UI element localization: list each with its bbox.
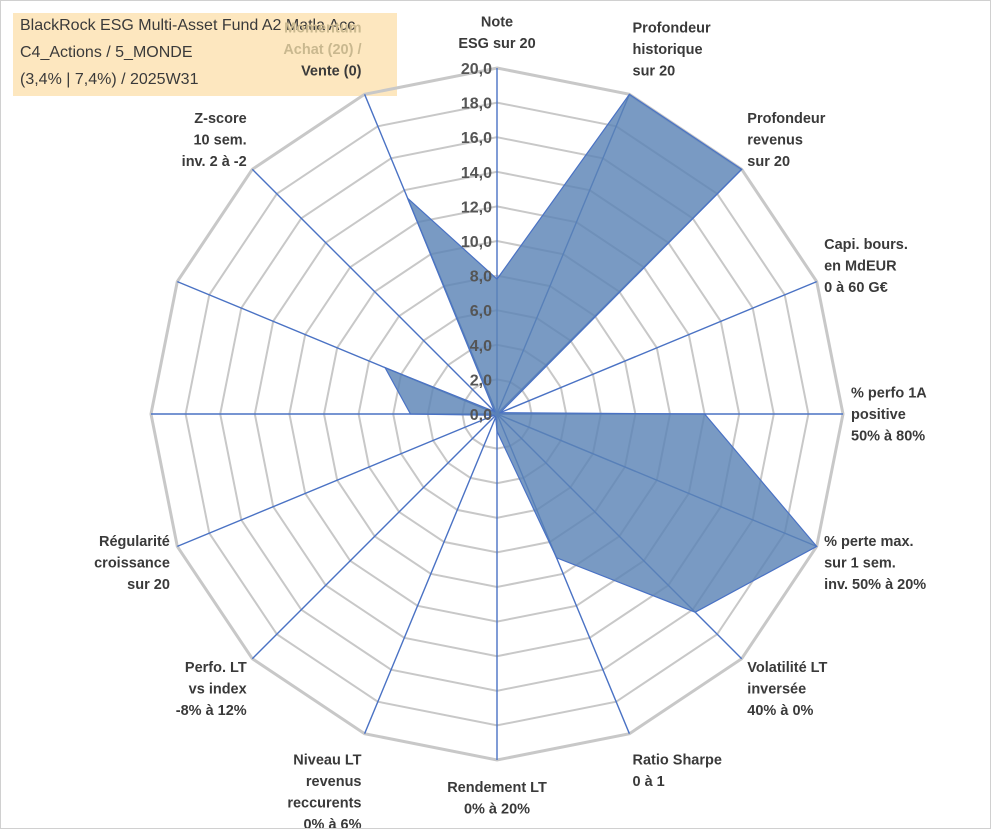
axis-label-line: Note: [481, 15, 513, 31]
tick-label: 14,0: [461, 165, 492, 182]
axis-label: Capi. bours. en MdEUR 0 à 60 G€: [824, 237, 908, 296]
spoke-line: [177, 413, 498, 548]
axis-label-line: croissance: [94, 556, 170, 572]
axis-label: Perfo. LT vs index -8% à 12%: [176, 660, 247, 719]
axis-label: Z-score 10 sem. inv. 2 à -2: [182, 111, 247, 170]
title-line-category: C4_Actions / 5_MONDE: [20, 44, 193, 61]
tick-label: 20,0: [461, 61, 492, 78]
axis-label-line: Profondeur: [747, 111, 825, 127]
title-line-fund: BlackRock ESG Multi-Asset Fund A2 Matla …: [20, 17, 356, 34]
axis-label-line: Ratio Sharpe: [633, 753, 722, 769]
axis-label: Ratio Sharpe 0 à 1: [633, 753, 722, 791]
axis-label-line: reccurents: [287, 796, 361, 812]
axis-label-line: sur 20: [747, 154, 790, 170]
axis-label-line: Rendement LT: [447, 780, 547, 796]
axis-label: % perfo 1A positive 50% à 80%: [851, 386, 927, 445]
axis-label: Rendement LT 0% à 20%: [447, 780, 547, 818]
tick-label: 16,0: [461, 130, 492, 147]
axis-label-line: inv. 2 à -2: [182, 154, 247, 170]
axis-label: Note ESG sur 20: [458, 15, 535, 53]
axis-label-line: positive: [851, 407, 906, 423]
axis-label-line: 10 sem.: [193, 133, 246, 149]
tick-label: 12,0: [461, 199, 492, 216]
axis-label-line: 0 à 60 G€: [824, 280, 888, 296]
axis-label: Profondeur historique sur 20: [633, 20, 711, 79]
tick-label: 10,0: [461, 234, 492, 251]
axis-label-line: inv. 50% à 20%: [824, 577, 926, 593]
tick-label: 4,0: [470, 338, 492, 355]
axis-label-line: Profondeur: [633, 20, 711, 36]
title-line-period: (3,4% | 7,4%) / 2025W31: [20, 71, 199, 88]
axis-label-line: ESG sur 20: [458, 36, 535, 52]
axis-label-line: sur 20: [633, 63, 676, 79]
axis-label-line: Achat (20) /: [283, 42, 361, 58]
axis-label-line: 0% à 6%: [303, 817, 361, 828]
axis-label-line: inversée: [747, 681, 806, 697]
axis-label-line: 50% à 80%: [851, 429, 925, 445]
axis-label-line: 0 à 1: [633, 774, 665, 790]
axis-label-line: Régularité: [99, 534, 170, 550]
axis-label: % perte max. sur 1 sem. inv. 50% à 20%: [824, 534, 926, 593]
axis-label-line: sur 1 sem.: [824, 556, 896, 572]
tick-label: 2,0: [470, 372, 492, 389]
tick-label: 8,0: [470, 269, 492, 286]
axis-label-line: sur 20: [127, 577, 170, 593]
axis-label-line: % perfo 1A: [851, 386, 927, 402]
radar-axis-labels: Note ESG sur 20 Profondeur historique sur 20…: [94, 15, 927, 829]
tick-label: 6,0: [470, 303, 492, 320]
title-box: BlackRock ESG Multi-Asset Fund A2 Matla …: [13, 13, 397, 96]
radar-tick-labels: 0,0 2,0 4,0 6,0 8,0 10,0 12,0 14,0 16,0 18,0 20,0: [461, 61, 492, 424]
axis-label-line: revenus: [747, 133, 803, 149]
spoke-line: [251, 413, 498, 660]
axis-label-line: Vente (0): [301, 63, 362, 79]
axis-label-line: 40% à 0%: [747, 703, 813, 719]
axis-label-line: Volatilité LT: [747, 660, 827, 676]
spoke-line: [251, 168, 498, 415]
axis-label-line: Capi. bours.: [824, 237, 908, 253]
axis-label-line: revenus: [306, 774, 362, 790]
axis-label: Profondeur revenus sur 20: [747, 111, 825, 170]
axis-label: Momentum Achat (20) / Vente (0): [283, 20, 361, 79]
tick-label: 18,0: [461, 96, 492, 113]
axis-label: Volatilité LT inversée 40% à 0%: [747, 660, 827, 719]
tick-label: 0,0: [470, 407, 492, 424]
axis-label-line: vs index: [189, 681, 247, 697]
axis-label-line: Momentum: [284, 20, 361, 36]
axis-label: Niveau LT revenus reccurents 0% à 6%: [287, 753, 361, 828]
spoke-line: [363, 413, 498, 734]
axis-label-line: % perte max.: [824, 534, 913, 550]
axis-label-line: Z-score: [194, 111, 246, 127]
axis-label-line: -8% à 12%: [176, 703, 247, 719]
axis-label-line: 0% à 20%: [464, 802, 530, 818]
axis-label-line: Niveau LT: [293, 753, 361, 769]
axis-label: Régularité croissance sur 20: [94, 534, 170, 593]
radar-series: [383, 93, 818, 613]
series-area: [383, 93, 818, 613]
axis-label-line: historique: [633, 42, 703, 58]
axis-label-line: Perfo. LT: [185, 660, 247, 676]
axis-label-line: en MdEUR: [824, 259, 897, 275]
spoke-line: [496, 280, 817, 415]
